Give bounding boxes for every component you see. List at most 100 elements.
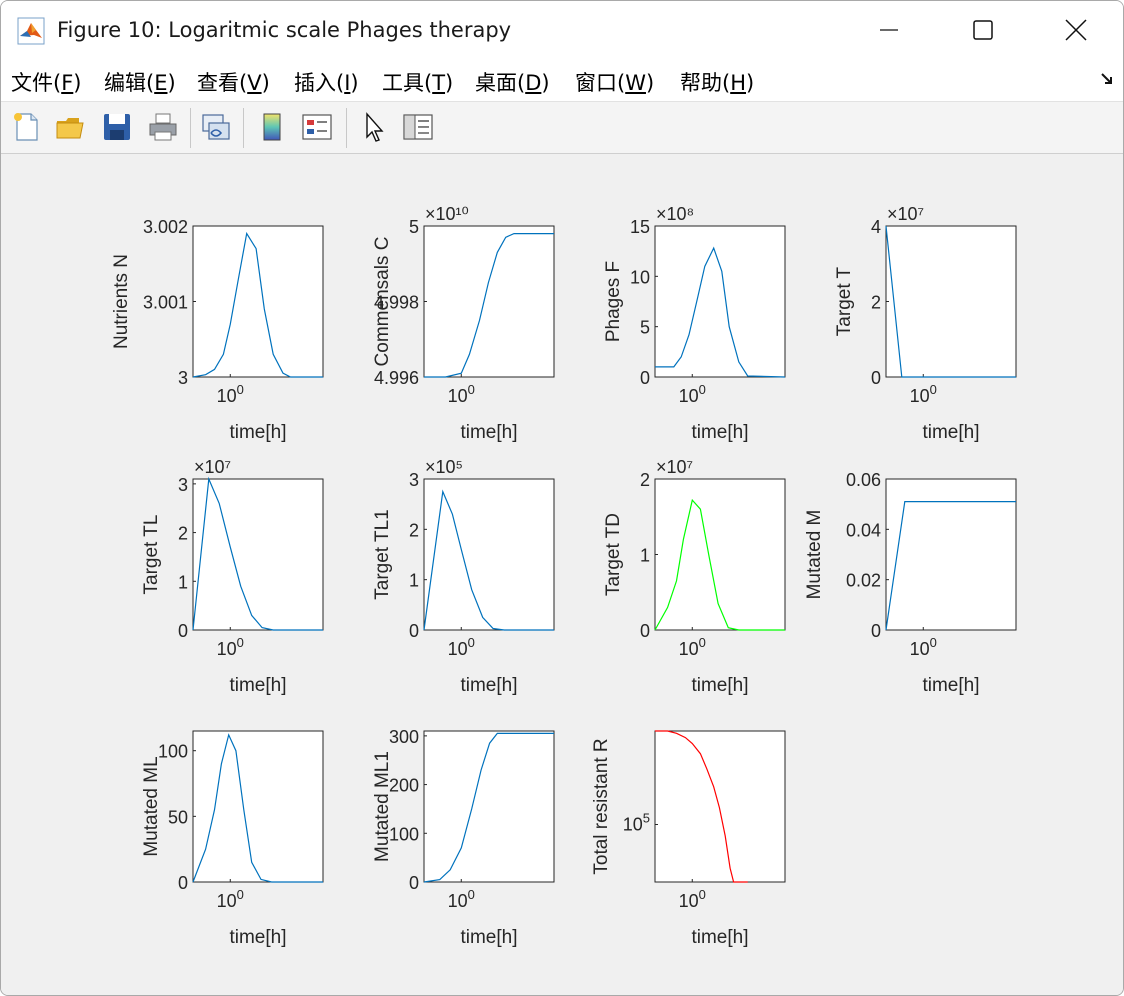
- y-axis-label: Mutated M: [804, 510, 825, 600]
- close-button[interactable]: [1029, 1, 1123, 59]
- x-tick-label: 100: [910, 382, 937, 406]
- data-series-line: [655, 246, 786, 378]
- data-series-line: [885, 501, 1016, 631]
- toolbar-separator: [346, 108, 347, 148]
- y-tick-label: 3: [178, 475, 188, 495]
- y-tick-label: 100: [158, 742, 188, 762]
- subplot-7[interactable]: 100 time[h] 0 1 2 ×10⁷ Target TD: [603, 457, 786, 696]
- y-axis-label: Nutrients N: [111, 254, 132, 349]
- x-axis-label: time[h]: [460, 927, 517, 948]
- maximize-button[interactable]: [936, 1, 1030, 59]
- axis-exponent: ×10⁸: [656, 204, 694, 224]
- y-tick-label: 15: [630, 217, 650, 237]
- y-tick-label: 4.996: [374, 368, 419, 388]
- y-tick-label: 2: [409, 520, 419, 540]
- x-axis-label: time[h]: [229, 675, 286, 696]
- y-tick-label: 100: [389, 824, 419, 844]
- menu-insert[interactable]: 插入(I): [294, 71, 359, 95]
- open-icon[interactable]: [55, 111, 87, 143]
- y-axis-label: Total resistant R: [591, 738, 612, 874]
- data-series-line: [654, 498, 785, 631]
- axes-box: [423, 478, 555, 631]
- x-axis-label: time[h]: [691, 927, 748, 948]
- legend-icon[interactable]: [301, 111, 333, 143]
- y-tick-label: 0: [871, 368, 881, 388]
- x-axis-label: time[h]: [460, 422, 517, 443]
- data-series-line: [655, 730, 748, 883]
- y-tick-label: 4.998: [374, 293, 419, 313]
- y-tick-label: 50: [168, 807, 188, 827]
- subplot-3[interactable]: 100 time[h] 0 5 10 15 ×10⁸ Phages F: [603, 204, 786, 443]
- subplot-8[interactable]: 100 time[h] 0 0.02 0.04 0.06 Mutated M: [804, 470, 1017, 696]
- axis-exponent: ×10¹⁰: [425, 204, 469, 224]
- menu-tools[interactable]: 工具(T): [382, 71, 454, 95]
- y-tick-label: 10: [630, 267, 650, 287]
- y-axis-label: Target TL1: [372, 509, 393, 599]
- y-tick-label: 3: [409, 470, 419, 490]
- y-axis-label: Target T: [834, 266, 855, 336]
- subplot-1[interactable]: 100 time[h] 3 3.001 3.002 Nutrients N: [111, 217, 324, 443]
- y-tick-label: 5: [640, 318, 650, 338]
- axes-box: [654, 478, 786, 631]
- y-tick-label: 0: [178, 873, 188, 893]
- y-tick-label: 200: [389, 776, 419, 796]
- close-icon: [1065, 19, 1087, 41]
- x-tick-label: 100: [217, 635, 244, 659]
- y-axis-label: Target TL: [141, 515, 162, 595]
- y-tick-label: 1: [640, 546, 650, 566]
- print-icon[interactable]: [147, 111, 179, 143]
- subplot-5[interactable]: 100 time[h] 0 1 2 3 ×10⁷ Target TL: [141, 457, 324, 696]
- axes-box: [885, 225, 1017, 378]
- property-inspector-icon[interactable]: [402, 111, 434, 143]
- minimize-button[interactable]: [842, 1, 936, 59]
- axes-box: [423, 225, 555, 378]
- x-tick-label: 100: [679, 887, 706, 911]
- link-icon[interactable]: [200, 111, 232, 143]
- new-figure-icon[interactable]: [10, 111, 42, 143]
- menu-file[interactable]: 文件(F): [11, 71, 82, 95]
- y-axis-label: Mutated ML: [141, 756, 162, 856]
- dock-arrow-icon[interactable]: [1099, 71, 1115, 87]
- x-tick-label: 100: [448, 635, 475, 659]
- menu-help[interactable]: 帮助(H): [680, 71, 755, 95]
- axes-box: [654, 225, 786, 378]
- y-tick-label: 0: [871, 621, 881, 641]
- subplot-4[interactable]: 100 time[h] 0 2 4 ×10⁷ Target T: [834, 204, 1017, 443]
- title-bar[interactable]: Figure 10: Logaritmic scale Phages thera…: [1, 1, 1123, 59]
- data-series-line: [424, 232, 554, 378]
- x-axis-label: time[h]: [691, 422, 748, 443]
- toolbar: [1, 102, 1123, 154]
- pointer-icon[interactable]: [358, 111, 390, 143]
- subplot-2[interactable]: 100 time[h] 4.996 4.998 5 ×10¹⁰ Commensals C: [372, 204, 555, 443]
- x-tick-label: 100: [679, 635, 706, 659]
- data-series-line: [423, 489, 554, 631]
- toolbar-separator: [243, 108, 244, 148]
- y-tick-label: 0.02: [846, 571, 881, 591]
- save-icon[interactable]: [101, 111, 133, 143]
- subplot-10[interactable]: 100 time[h] 0 100 200 300 Mutated ML1: [372, 727, 555, 948]
- menu-view[interactable]: 查看(V): [197, 71, 270, 95]
- x-axis-label: time[h]: [691, 675, 748, 696]
- colorbar-icon[interactable]: [256, 111, 288, 143]
- axes-box: [192, 478, 324, 631]
- menu-window[interactable]: 窗口(W): [575, 71, 655, 95]
- x-axis-label: time[h]: [460, 675, 517, 696]
- y-tick-label: 4: [871, 217, 881, 237]
- menu-desktop[interactable]: 桌面(D): [475, 71, 550, 95]
- x-axis-label: time[h]: [229, 422, 286, 443]
- y-tick-label: 0: [409, 621, 419, 641]
- subplot-11[interactable]: 100 time[h] 105 Total resistant R: [591, 730, 786, 948]
- x-tick-label: 100: [217, 382, 244, 406]
- y-tick-label: 300: [389, 727, 419, 747]
- subplot-6[interactable]: 100 time[h] 0 1 2 3 ×10⁵ Target TL1: [372, 457, 555, 696]
- menu-edit[interactable]: 编辑(E): [104, 71, 176, 95]
- data-series-line: [192, 231, 323, 378]
- menu-bar: 文件(F) 编辑(E) 查看(V) 插入(I) 工具(T) 桌面(D) 窗口(W…: [1, 59, 1123, 102]
- y-tick-label: 1: [178, 572, 188, 592]
- y-tick-label: 0: [178, 621, 188, 641]
- x-axis-label: time[h]: [922, 675, 979, 696]
- axes-box: [654, 730, 786, 883]
